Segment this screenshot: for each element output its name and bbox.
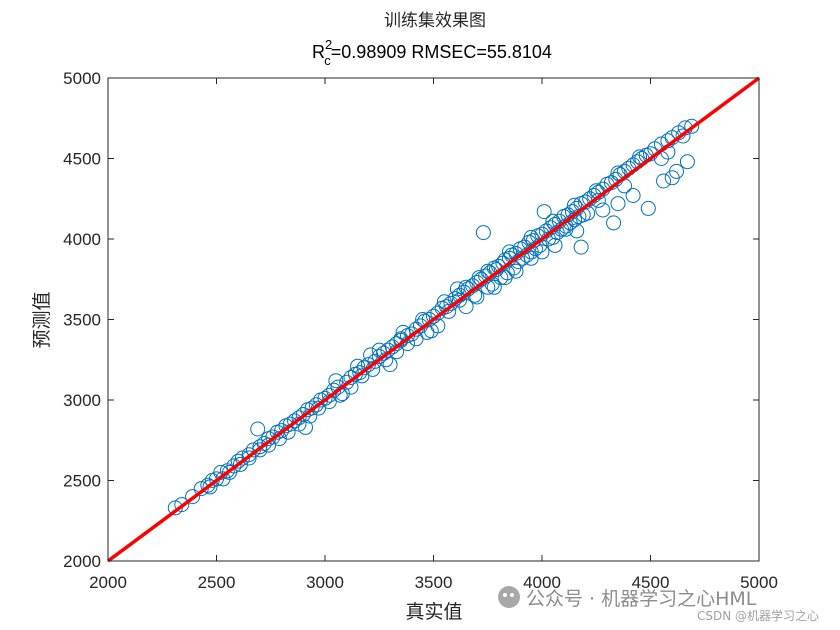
data-point bbox=[486, 279, 502, 295]
data-point bbox=[185, 489, 201, 505]
data-point bbox=[430, 318, 446, 334]
data-point bbox=[367, 353, 383, 369]
data-point bbox=[610, 165, 626, 181]
data-point bbox=[469, 289, 485, 305]
data-point bbox=[595, 202, 611, 218]
y-tick-label: 4500 bbox=[63, 150, 101, 169]
x-tick-label: 2500 bbox=[198, 573, 236, 592]
wechat-logo-eye-left bbox=[503, 593, 507, 597]
watermark-text: 公众号 · 机器学习之心HML bbox=[526, 588, 757, 610]
data-point bbox=[321, 387, 337, 403]
wechat-logo-icon bbox=[498, 586, 520, 608]
x-tick-label: 2000 bbox=[89, 573, 127, 592]
data-point bbox=[632, 149, 648, 165]
data-point bbox=[547, 237, 563, 253]
data-point bbox=[475, 225, 491, 241]
watermark: 公众号 · 机器学习之心HML CSDN @机器学习之心 bbox=[498, 586, 819, 623]
data-point bbox=[250, 421, 266, 437]
data-point bbox=[174, 497, 190, 513]
data-point bbox=[382, 357, 398, 373]
subtitle-r-symbol: R bbox=[312, 42, 325, 62]
data-point bbox=[656, 173, 671, 189]
y-tick-label: 2500 bbox=[63, 472, 101, 491]
chart-subtitle: R2 c=0.98909 RMSEC=55.8104 bbox=[312, 37, 552, 68]
data-point bbox=[339, 374, 355, 390]
x-tick-label: 5000 bbox=[740, 573, 778, 592]
data-point bbox=[669, 163, 684, 179]
watermark-subtext: CSDN @机器学习之心 bbox=[697, 608, 819, 623]
data-point bbox=[536, 204, 552, 220]
data-point bbox=[497, 270, 513, 286]
data-point bbox=[573, 239, 589, 255]
subtitle-superscript: 2 bbox=[325, 37, 332, 52]
data-point bbox=[304, 400, 320, 416]
y-tick-label: 2000 bbox=[63, 552, 101, 571]
data-point bbox=[625, 188, 641, 203]
axis-ticks: 2000 2500 3000 3500 4000 4500 5000 2000 2500 3000… bbox=[63, 69, 778, 592]
x-axis-label: 真实值 bbox=[405, 601, 462, 623]
y-tick-label: 3000 bbox=[63, 391, 101, 410]
x-tick-label: 3500 bbox=[415, 573, 453, 592]
data-point bbox=[502, 244, 517, 260]
data-point bbox=[350, 358, 366, 374]
data-point bbox=[523, 250, 539, 266]
data-point bbox=[404, 326, 420, 342]
data-point bbox=[523, 229, 539, 245]
data-point bbox=[567, 197, 582, 213]
y-tick-label: 4000 bbox=[63, 230, 101, 249]
wechat-logo-eye-right bbox=[510, 593, 514, 597]
fit-line bbox=[106, 76, 761, 563]
data-point bbox=[232, 456, 248, 472]
data-point bbox=[606, 215, 622, 231]
data-point bbox=[436, 294, 452, 310]
data-point bbox=[640, 200, 656, 216]
x-tick-label: 4000 bbox=[523, 573, 561, 592]
x-tick-label: 3000 bbox=[306, 573, 344, 592]
data-point bbox=[679, 154, 695, 170]
data-point bbox=[569, 223, 585, 239]
subtitle-metrics: =0.98909 RMSEC=55.8104 bbox=[331, 42, 552, 62]
y-tick-label: 5000 bbox=[63, 69, 101, 88]
data-point bbox=[252, 439, 268, 455]
fit-line-layer bbox=[106, 76, 761, 563]
data-point bbox=[371, 342, 387, 358]
data-point bbox=[675, 128, 691, 144]
data-point bbox=[452, 292, 467, 308]
x-tick-label: 4500 bbox=[632, 573, 670, 592]
data-point bbox=[252, 442, 268, 458]
data-point bbox=[449, 281, 465, 297]
data-point bbox=[684, 118, 700, 134]
chart-title: 训练集效果图 bbox=[384, 11, 486, 31]
y-tick-label: 3500 bbox=[63, 311, 101, 330]
data-point bbox=[610, 196, 626, 212]
data-point bbox=[545, 213, 561, 229]
subtitle-subscript: c bbox=[324, 53, 331, 68]
data-point bbox=[241, 447, 257, 463]
data-point bbox=[328, 373, 344, 389]
y-axis-label: 预测值 bbox=[31, 291, 53, 348]
data-point bbox=[202, 479, 218, 495]
